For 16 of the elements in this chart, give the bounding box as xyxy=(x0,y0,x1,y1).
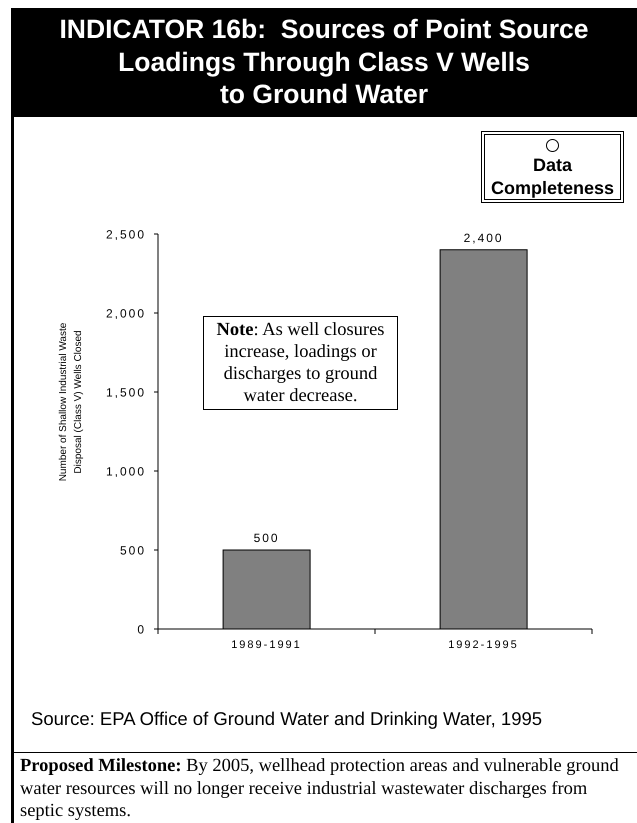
y-tick-label: 1,500 xyxy=(106,385,146,400)
y-tick-label: 500 xyxy=(120,543,146,558)
data-label: 2,400 xyxy=(464,230,504,245)
y-tick-label: 2,000 xyxy=(106,306,146,320)
y-tick-label: 1,000 xyxy=(106,464,146,478)
x-tick-label: 1992-1995 xyxy=(448,639,519,652)
y-tick-label: 0 xyxy=(137,622,146,636)
source-note: Source: EPA Office of Ground Water and Drinking Water, 1995 xyxy=(31,708,542,730)
annotation: Note: As well closures increase, loadings or discharges to ground water decrease. xyxy=(203,316,398,410)
data-label: 500 xyxy=(254,531,280,545)
text: Data Completeness xyxy=(490,155,614,198)
y-tick-label: 2,500 xyxy=(106,227,146,242)
chart-title: INDICATOR 16b: Sources of Point Source Loadings Through Class V Wells to Ground Water xyxy=(11,8,637,117)
y-axis-title: Number of Shallow Industrial Waste Disposal (Class V) Wells Closed xyxy=(57,322,85,484)
x-tick-label: 1989-1991 xyxy=(231,639,302,652)
text: Proposed Milestone: By 2005, wellhead protection areas and vulnerable ground water resources will no longer receive industrial wastewater discharges from septic systems. xyxy=(14,752,637,822)
